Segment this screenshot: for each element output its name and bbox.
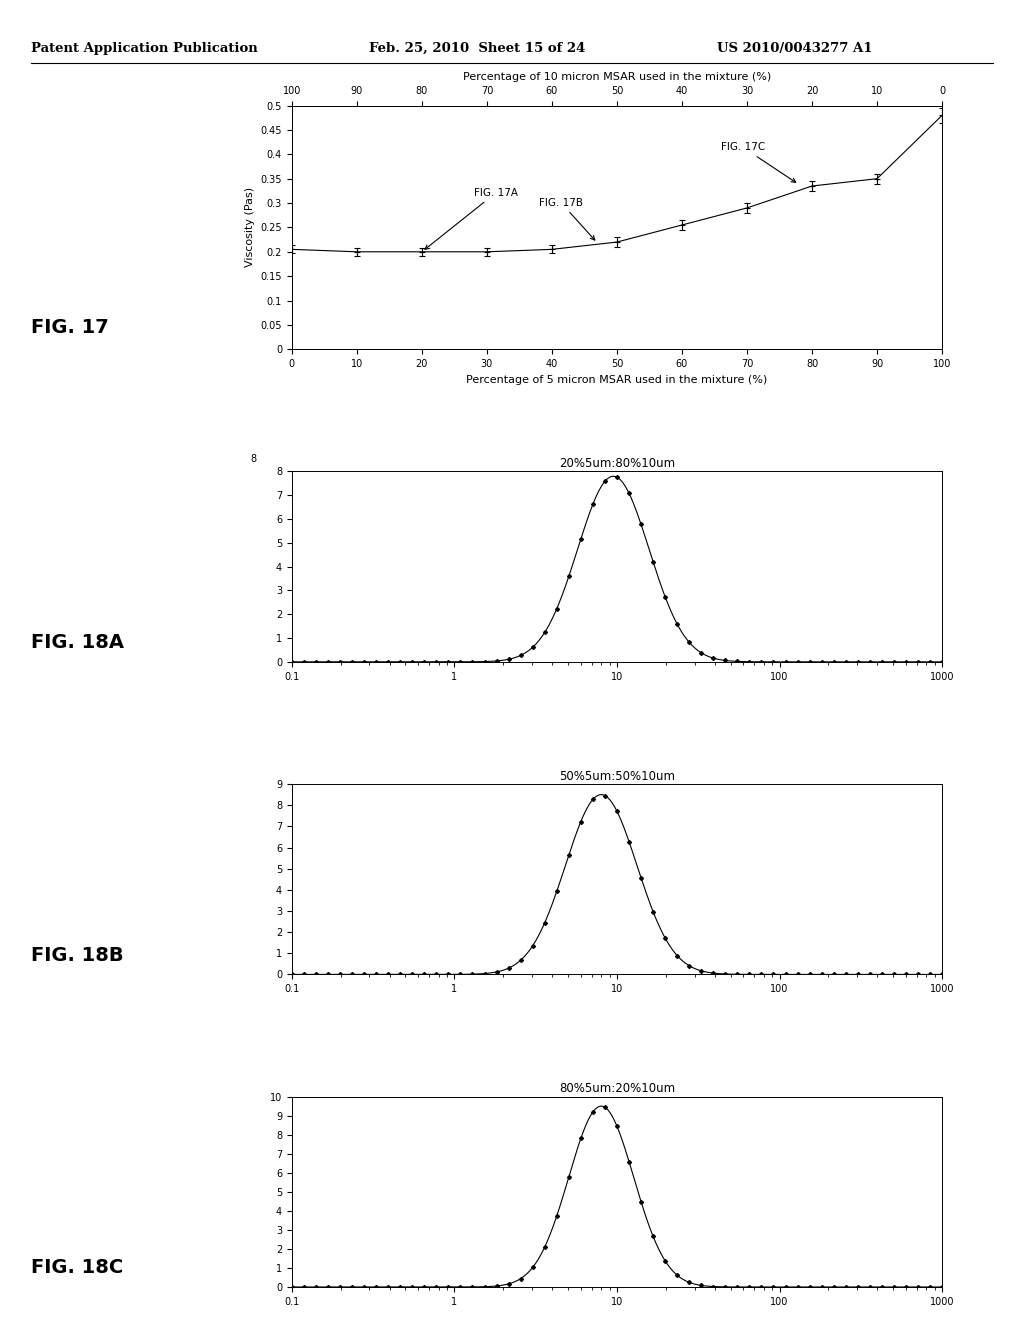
- Text: FIG. 17A: FIG. 17A: [425, 187, 518, 249]
- Text: Feb. 25, 2010  Sheet 15 of 24: Feb. 25, 2010 Sheet 15 of 24: [369, 42, 585, 55]
- Text: Patent Application Publication: Patent Application Publication: [31, 42, 257, 55]
- Text: FIG. 17: FIG. 17: [31, 318, 109, 337]
- Title: 50%5um:50%10um: 50%5um:50%10um: [559, 770, 675, 783]
- Title: 20%5um:80%10um: 20%5um:80%10um: [559, 457, 675, 470]
- X-axis label: Percentage of 10 micron MSAR used in the mixture (%): Percentage of 10 micron MSAR used in the…: [463, 73, 771, 82]
- Text: US 2010/0043277 A1: US 2010/0043277 A1: [717, 42, 872, 55]
- Text: FIG. 18A: FIG. 18A: [31, 634, 124, 652]
- Text: FIG. 18B: FIG. 18B: [31, 946, 123, 965]
- Y-axis label: Viscosity (Pas): Viscosity (Pas): [245, 187, 255, 268]
- Title: 80%5um:20%10um: 80%5um:20%10um: [559, 1082, 675, 1096]
- Text: FIG. 17B: FIG. 17B: [539, 198, 595, 240]
- X-axis label: Percentage of 5 micron MSAR used in the mixture (%): Percentage of 5 micron MSAR used in the …: [466, 375, 768, 384]
- Text: FIG. 18C: FIG. 18C: [31, 1258, 123, 1278]
- Text: FIG. 17C: FIG. 17C: [721, 143, 796, 182]
- Text: 8: 8: [250, 454, 256, 463]
